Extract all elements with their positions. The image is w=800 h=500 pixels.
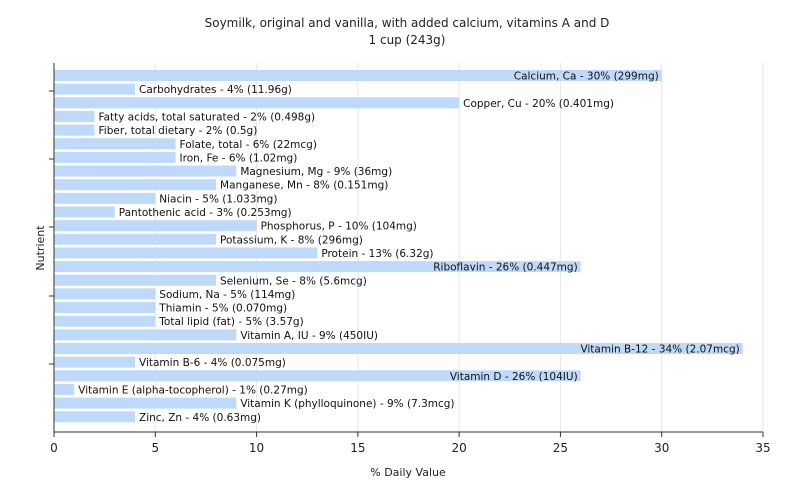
x-ticks: 0 5 10 15 20 25 30 35 [50, 432, 771, 455]
bar-label-14: Riboflavin - 26% (0.447mg) [433, 262, 577, 274]
x-tick-label-0: 0 [50, 441, 58, 455]
bar-label-24: Vitamin K (phylloquinone) - 9% (7.3mcg) [240, 398, 454, 410]
bar-11 [54, 220, 257, 232]
bar-label-7: Magnesium, Mg - 9% (36mg) [240, 166, 392, 178]
bar-label-18: Total lipid (fat) - 5% (3.57g) [158, 316, 303, 328]
x-tick-label-2: 10 [249, 441, 264, 455]
bar-22 [54, 370, 581, 382]
bar-label-8: Manganese, Mn - 8% (0.151mg) [220, 180, 388, 192]
bar-1 [54, 83, 136, 95]
bar-label-2: Copper, Cu - 20% (0.401mg) [463, 98, 614, 110]
bar-label-5: Folate, total - 6% (22mcg) [180, 139, 317, 151]
bar-24 [54, 397, 237, 409]
x-tick-label-1: 5 [151, 441, 159, 455]
bar-label-19: Vitamin A, IU - 9% (450IU) [240, 330, 378, 342]
bar-19 [54, 329, 237, 341]
bar-label-10: Pantothenic acid - 3% (0.253mg) [119, 207, 292, 219]
bar-label-15: Selenium, Se - 8% (5.6mcg) [220, 275, 367, 287]
bar-label-0: Calcium, Ca - 30% (299mg) [514, 71, 659, 83]
x-tick-label-4: 20 [452, 441, 467, 455]
bar-label-20: Vitamin B-12 - 34% (2.07mcg) [580, 344, 739, 356]
bar-label-13: Protein - 13% (6.32g) [321, 248, 433, 260]
chart-subtitle: 1 cup (243g) [369, 33, 446, 47]
bar-10 [54, 206, 115, 218]
bar-3 [54, 110, 95, 122]
x-tick-label-6: 30 [654, 441, 669, 455]
bar-13 [54, 247, 318, 259]
bar-5 [54, 138, 176, 150]
bar-9 [54, 192, 156, 204]
bar-21 [54, 356, 136, 368]
bar-label-12: Potassium, K - 8% (296mg) [220, 234, 363, 246]
bar-label-21: Vitamin B-6 - 4% (0.075mg) [139, 357, 286, 369]
bar-16 [54, 288, 156, 300]
bar-label-25: Zinc, Zn - 4% (0.63mg) [139, 412, 261, 424]
x-tick-label-5: 25 [553, 441, 568, 455]
bar-25 [54, 411, 136, 423]
y-axis-label: Nutrient [34, 225, 47, 271]
bar-12 [54, 233, 217, 245]
bar-label-1: Carbohydrates - 4% (11.96g) [139, 84, 292, 96]
grid-lines [154, 63, 764, 432]
bars: Calcium, Ca - 30% (299mg) Carbohydrates -… [54, 70, 743, 424]
bar-label-4: Fiber, total dietary - 2% (0.5g) [99, 125, 258, 137]
bar-label-17: Thiamin - 5% (0.070mg) [158, 303, 287, 315]
bar-15 [54, 274, 217, 286]
bar-label-22: Vitamin D - 26% (104IU) [450, 371, 578, 383]
bar-18 [54, 315, 156, 327]
bar-label-9: Niacin - 5% (1.033mg) [159, 193, 277, 205]
bar-7 [54, 165, 237, 177]
bar-0 [54, 70, 662, 81]
x-tick-label-3: 15 [350, 441, 365, 455]
bar-label-6: Iron, Fe - 6% (1.02mg) [180, 152, 298, 164]
bar-6 [54, 151, 176, 163]
bar-8 [54, 179, 217, 191]
bar-label-23: Vitamin E (alpha-tocopherol) - 1% (0.27m… [78, 384, 308, 396]
bar-label-11: Phosphorus, P - 10% (104mg) [261, 221, 417, 233]
bar-label-16: Sodium, Na - 5% (114mg) [159, 289, 295, 301]
chart-title: Soymilk, original and vanilla, with adde… [205, 16, 610, 30]
x-tick-label-7: 35 [755, 441, 770, 455]
bar-17 [54, 302, 156, 314]
bar-14 [54, 261, 581, 273]
bar-20 [54, 343, 743, 354]
bar-label-3: Fatty acids, total saturated - 2% (0.498… [99, 111, 316, 123]
bar-4 [54, 124, 95, 136]
x-axis-label: % Daily Value [370, 466, 446, 479]
bar-2 [54, 97, 460, 109]
axes [49, 63, 763, 433]
bar-23 [54, 383, 75, 395]
